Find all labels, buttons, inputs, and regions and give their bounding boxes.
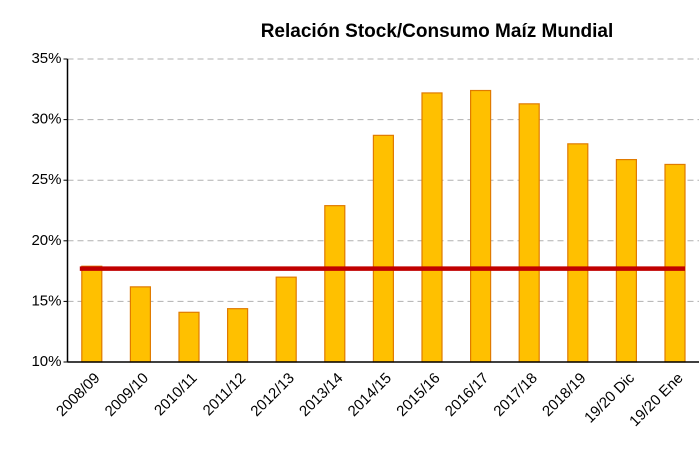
x-tick-label: 2017/18 [490, 370, 540, 420]
y-tick-label: 35% [31, 50, 61, 67]
y-tick-label: 15% [31, 292, 61, 309]
bar [518, 103, 540, 363]
y-tick-label: 30% [31, 111, 61, 128]
y-tick-label: 25% [31, 171, 61, 188]
x-tick-label: 2008/09 [53, 370, 103, 420]
bar [615, 158, 638, 363]
bar [421, 92, 443, 363]
x-tick-label: 19/20 Ene [626, 370, 686, 430]
x-tick-label: 2015/16 [393, 370, 443, 420]
bar [372, 134, 394, 363]
bar [227, 308, 249, 363]
bar [470, 89, 492, 363]
bar [324, 205, 346, 363]
x-tick-label: 2016/17 [442, 370, 492, 420]
x-tick-label: 2012/13 [247, 370, 297, 420]
bar [275, 276, 297, 363]
bar [81, 265, 103, 363]
bar [567, 143, 589, 363]
x-tick-label: 2014/15 [345, 370, 395, 420]
x-tick-label: 2011/12 [200, 370, 250, 420]
bar [664, 163, 686, 363]
bar [129, 286, 151, 363]
y-tick-label: 10% [31, 353, 61, 370]
y-tick-label: 20% [31, 232, 61, 249]
bar [178, 311, 200, 363]
chart-title: Relación Stock/Consumo Maíz Mundial [261, 21, 614, 42]
x-tick-label: 2009/10 [102, 370, 152, 420]
x-tick-label: 2013/14 [296, 370, 346, 420]
x-tick-label: 2010/11 [151, 370, 201, 420]
